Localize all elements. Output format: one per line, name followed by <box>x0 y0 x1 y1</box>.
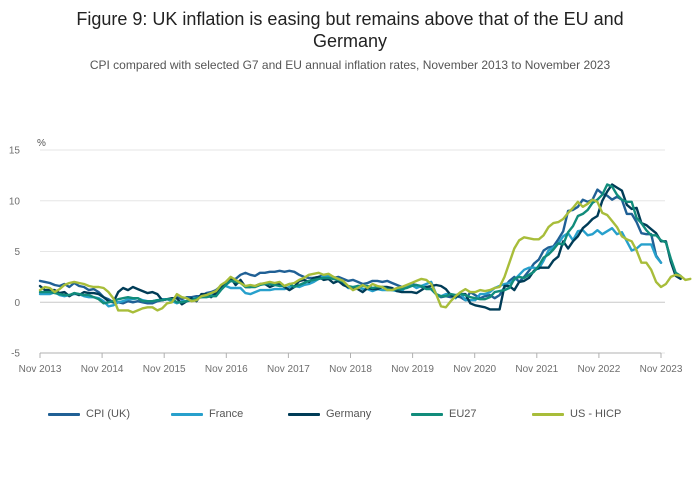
y-tick-label: 5 <box>14 247 20 258</box>
x-tick-label: Nov 2014 <box>81 364 124 375</box>
legend-item[interactable]: Germany <box>288 408 371 420</box>
x-tick-label: Nov 2016 <box>205 364 248 375</box>
legend-item[interactable]: CPI (UK) <box>48 408 130 420</box>
x-tick-label: Nov 2022 <box>577 364 620 375</box>
series-line-cpi-uk- <box>38 188 663 305</box>
y-tick-label: 0 <box>14 298 20 309</box>
series-line-germany <box>38 183 682 311</box>
y-axis-unit: % <box>37 138 46 149</box>
legend-item[interactable]: EU27 <box>411 408 477 420</box>
y-tick-label: 15 <box>9 146 21 157</box>
legend-swatch <box>411 412 443 416</box>
legend-label: US - HICP <box>570 408 622 420</box>
legend-swatch <box>288 412 320 416</box>
legend-item[interactable]: US - HICP <box>532 408 621 420</box>
x-tick-label: Nov 2013 <box>19 364 62 375</box>
legend-swatch <box>171 412 203 416</box>
y-tick-label: -5 <box>11 349 20 360</box>
chart-title: Figure 9: UK inflation is easing but rem… <box>0 8 700 52</box>
legend-label: France <box>209 408 244 420</box>
x-tick-label: Nov 2020 <box>453 364 496 375</box>
legend-item[interactable]: France <box>171 408 243 420</box>
x-tick-label: Nov 2018 <box>329 364 372 375</box>
legend-swatch <box>48 412 80 416</box>
chart-legend: CPI (UK) France Germany EU27 US - HICP <box>48 408 688 426</box>
chart-subtitle: CPI compared with selected G7 and EU ann… <box>89 58 611 72</box>
legend-label: EU27 <box>449 408 477 420</box>
x-tick-label: Nov 2019 <box>391 364 434 375</box>
chart-title-line-1: Figure 9: UK inflation is easing but rem… <box>76 9 624 29</box>
chart-title-line-2: Germany <box>312 31 388 51</box>
x-tick-label: Nov 2015 <box>143 364 186 375</box>
legend-label: CPI (UK) <box>86 408 130 420</box>
series-line-us-hicp <box>38 198 692 314</box>
x-tick-label: Nov 2017 <box>267 364 310 375</box>
legend-swatch <box>532 412 564 416</box>
x-tick-label: Nov 2023 <box>640 364 683 375</box>
legend-label: Germany <box>326 408 372 420</box>
series-line-france <box>38 227 663 308</box>
x-tick-label: Nov 2021 <box>515 364 558 375</box>
y-tick-label: 10 <box>9 196 21 207</box>
